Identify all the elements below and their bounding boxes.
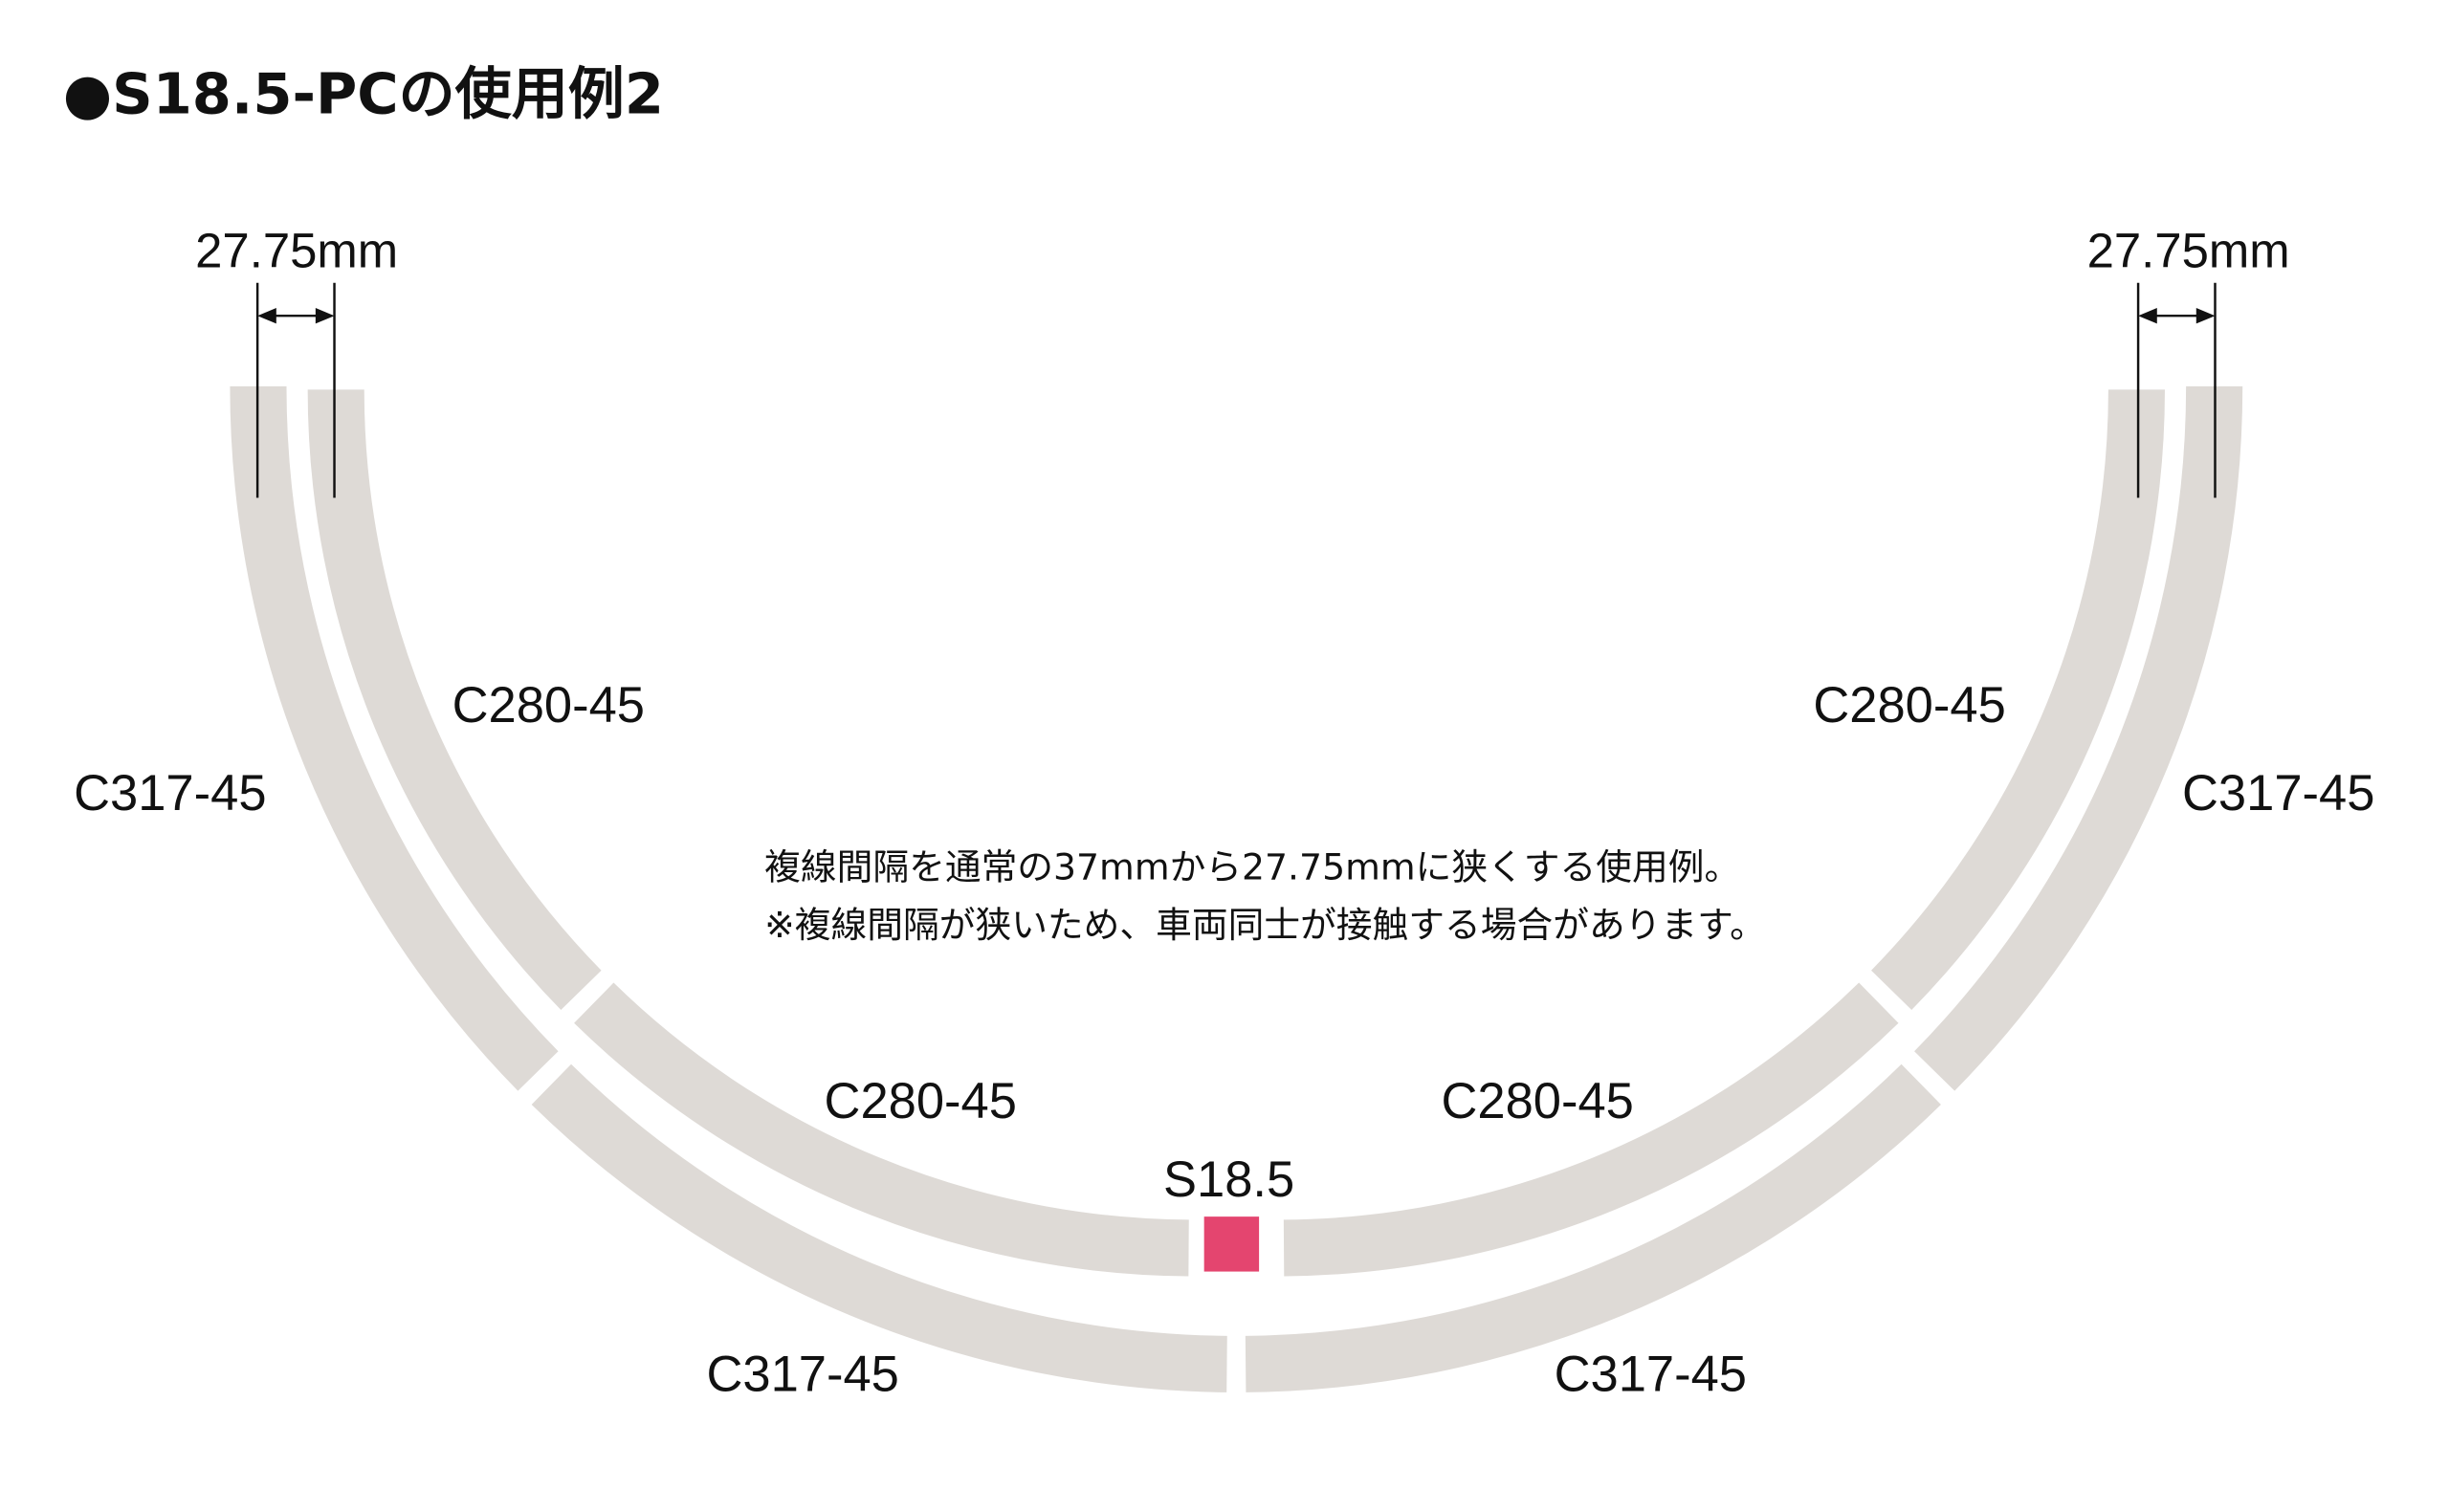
label-c317-right-lower: C317-45 bbox=[1555, 1346, 1747, 1402]
label-c317-left-lower: C317-45 bbox=[706, 1346, 898, 1402]
arrow-left-icon bbox=[257, 307, 276, 324]
c280-track-right-upper bbox=[1871, 389, 2165, 1011]
label-c280-left-lower: C280-45 bbox=[825, 1073, 1017, 1129]
dimension-label-left: 27.75mm bbox=[195, 223, 398, 277]
note-line-2: ※複線間隔が狭いため、車両同士が接触する場合があります。 bbox=[764, 904, 1766, 946]
c280-track-right-lower bbox=[1283, 982, 1899, 1277]
label-c317-left-upper: C317-45 bbox=[74, 765, 266, 822]
arrow-left-icon bbox=[2138, 307, 2157, 324]
dimension-label-right: 27.75mm bbox=[2087, 223, 2290, 277]
c317-track-right-lower bbox=[1245, 1063, 1941, 1392]
c317-track-right-upper bbox=[1914, 386, 2243, 1091]
label-c280-right-upper: C280-45 bbox=[1813, 677, 2005, 734]
note-line-1: 複線間隔を通常の37mmから27.75mmに狭くする使用例。 bbox=[764, 845, 1740, 887]
label-c280-right-lower: C280-45 bbox=[1441, 1073, 1633, 1129]
c280-track-left-upper bbox=[307, 389, 602, 1011]
c317-track-left-upper bbox=[230, 386, 559, 1091]
page-title: ●S18.5-PCの使用例2 bbox=[63, 61, 664, 127]
c280-track-left-lower bbox=[574, 982, 1189, 1277]
c317-track-left-lower bbox=[531, 1063, 1227, 1392]
label-c317-right-upper: C317-45 bbox=[2182, 765, 2374, 822]
arrow-right-icon bbox=[2195, 307, 2216, 324]
s18-5-straight-track bbox=[1203, 1216, 1260, 1272]
arrow-right-icon bbox=[315, 307, 335, 324]
label-s18-5: S18.5 bbox=[1163, 1151, 1294, 1208]
label-c280-left-upper: C280-45 bbox=[452, 677, 645, 734]
track-pieces bbox=[230, 386, 2243, 1392]
